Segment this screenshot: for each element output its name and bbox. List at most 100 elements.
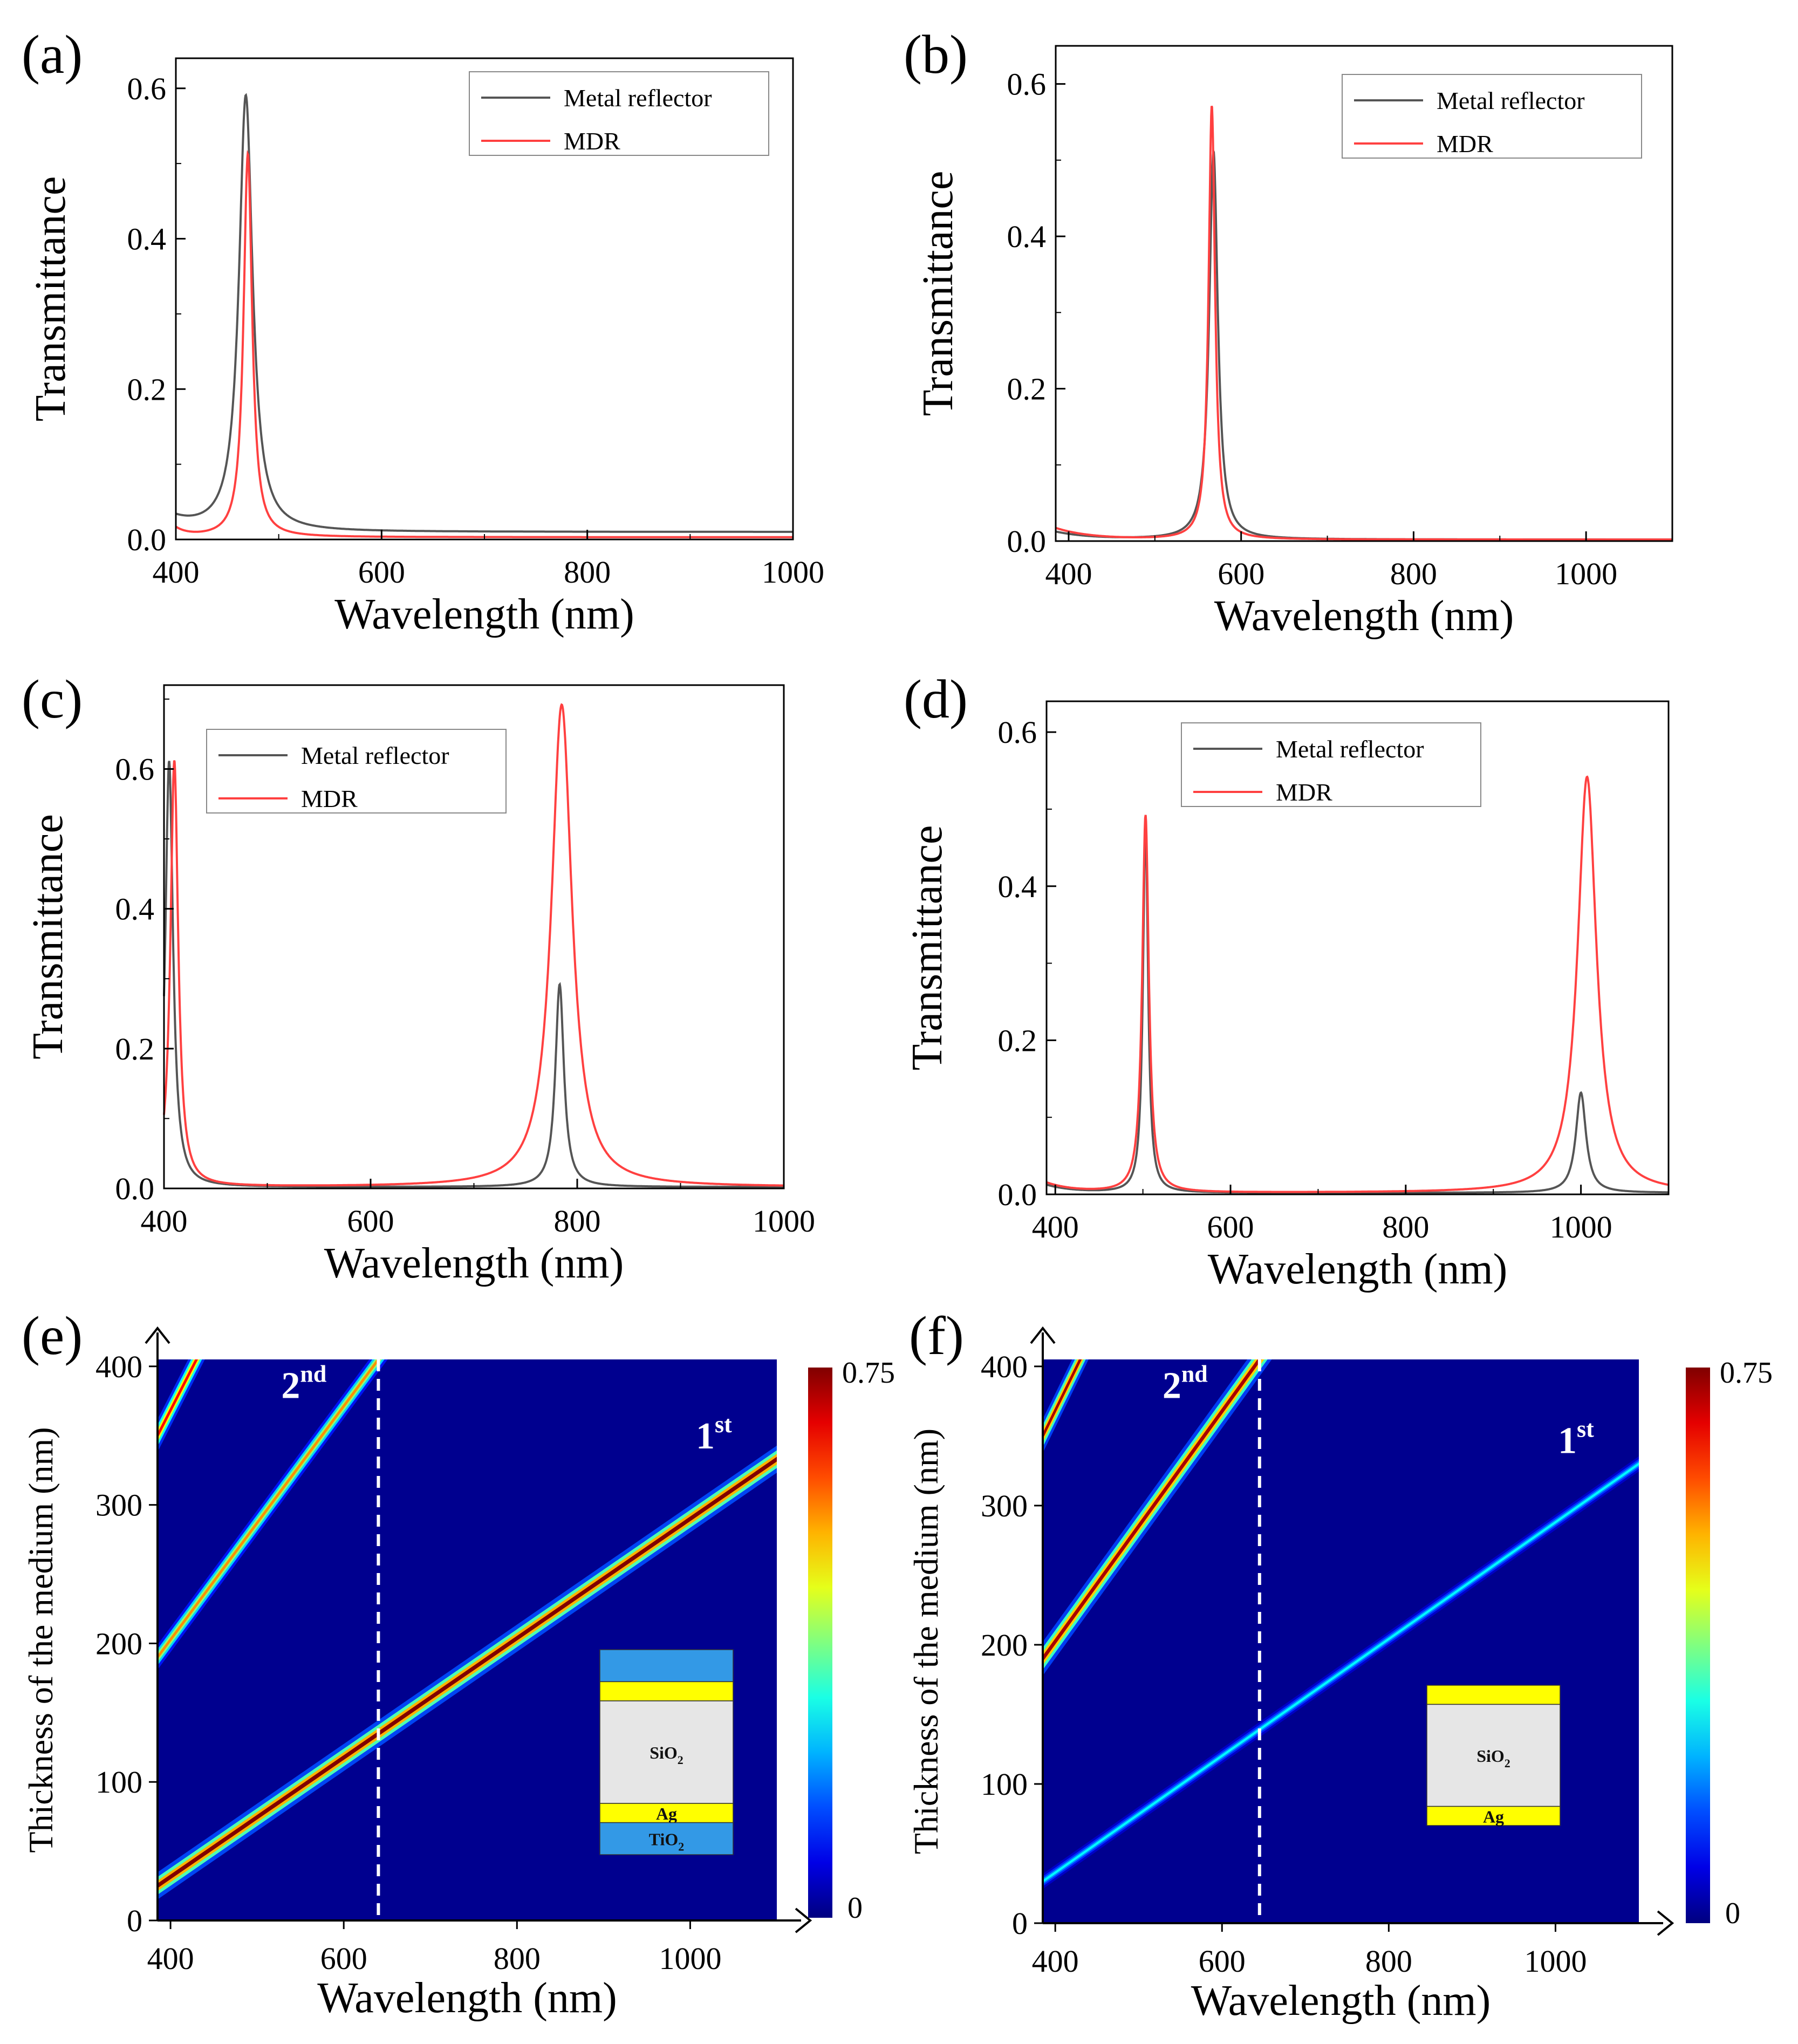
series-mdr-line: [1046, 775, 1669, 1193]
x-tick-label: 600: [347, 1204, 394, 1239]
layer-name: SiO: [650, 1743, 678, 1762]
x-axis-arrow-icon: [795, 1908, 812, 1933]
series-metal-reflector-line: [175, 93, 793, 533]
y-tick-label: 100: [981, 1767, 1028, 1802]
x-axis-label: Wavelength (nm): [1214, 592, 1514, 640]
legend-label: Metal reflector: [1276, 735, 1424, 763]
y-tick-label: 400: [95, 1349, 142, 1384]
y-axis-arrow-icon: [1030, 1326, 1056, 1344]
legend-label: Metal reflector: [564, 84, 712, 112]
legend: Metal reflector MDR: [206, 729, 507, 814]
y-axis-label: Transmittance: [904, 825, 951, 1071]
x-tick-label: 400: [141, 1204, 188, 1239]
mode-order: 2: [281, 1365, 300, 1406]
heatmap-modes: [1043, 1359, 1639, 1889]
mode-1-label: 1st: [696, 1411, 732, 1457]
series-metal-reflector-line: [163, 761, 784, 1188]
layer-sio2: [599, 1700, 734, 1804]
x-tick-label: 600: [320, 1941, 367, 1976]
y-tick-label: 0.6: [127, 71, 167, 106]
mode-2-band: [158, 1359, 380, 1660]
x-tick-label: 600: [358, 555, 405, 590]
panel-label: (e): [22, 1305, 83, 1366]
layer-label: Ag: [656, 1804, 677, 1823]
mode-2-band: [1043, 1359, 1262, 1662]
x-tick-label: 600: [1218, 556, 1264, 591]
y-tick-label: 0.2: [998, 1023, 1037, 1058]
x-tick-label: 600: [1207, 1209, 1254, 1245]
x-tick-label: 800: [1382, 1209, 1429, 1245]
x-tick-label: 400: [1045, 556, 1092, 591]
legend-label: Metal reflector: [1437, 87, 1585, 114]
panel-d: (d) 400 600 800 1000 0.0 0.2 0.4 0.6 Wavelength (…: [904, 669, 1670, 1293]
y-tick-label: 0.0: [998, 1177, 1037, 1212]
mode-2-label: 2nd: [1163, 1361, 1208, 1407]
panel-label: (b): [904, 24, 968, 85]
x-tick-label: 400: [1032, 1944, 1079, 1979]
x-axis-label: Wavelength (nm): [1208, 1246, 1508, 1293]
layer-subscript: 2: [678, 1840, 684, 1853]
y-tick-label: 400: [981, 1349, 1028, 1384]
layer-label: SiO2: [650, 1743, 683, 1767]
legend-label: MDR: [301, 785, 358, 812]
x-tick-label: 800: [564, 555, 611, 590]
x-tick-label: 400: [1032, 1209, 1079, 1245]
mode-order: 1: [696, 1416, 715, 1457]
x-tick-label: 800: [494, 1941, 541, 1976]
mode-suffix: nd: [1181, 1361, 1208, 1387]
y-tick-label: 0.4: [127, 222, 167, 257]
y-tick-label: 0.4: [1007, 219, 1047, 254]
colorbar-min-label: 0: [1725, 1897, 1740, 1930]
legend: Metal reflector MDR: [1342, 74, 1642, 159]
layer-label: TiO2: [649, 1829, 685, 1853]
heatmap-background: [1043, 1359, 1639, 1923]
mode-order: 2: [1163, 1365, 1181, 1407]
y-axis-label: Thickness of the medium (nm): [22, 1427, 60, 1852]
y-tick-label: 0.2: [1007, 372, 1047, 407]
y-tick-label: 100: [95, 1765, 142, 1800]
mode-suffix: st: [715, 1411, 732, 1438]
y-tick-label: 200: [981, 1628, 1028, 1663]
panel-label: (c): [22, 669, 83, 730]
y-tick-label: 0.0: [115, 1171, 155, 1206]
x-tick-label: 1000: [762, 555, 824, 590]
panel-b: (b) 400 600 800 1000 0.0 0.2 0.4 0.6 Wavelength (…: [904, 24, 1673, 640]
layer-ag: [599, 1681, 734, 1701]
x-axis-arrow-icon: [1657, 1910, 1674, 1936]
panel-c: (c) 400 600 800 1000 0.0 0.2 0.4 0.6 Wavelength (…: [22, 669, 815, 1287]
y-tick-label: 0.6: [115, 752, 155, 787]
y-axis-label: Transmittance: [24, 814, 72, 1059]
legend: Metal reflector MDR: [1181, 722, 1481, 807]
legend: Metal reflector MDR: [469, 71, 769, 156]
layer-name: SiO: [1476, 1746, 1505, 1766]
x-axis-label: Wavelength (nm): [317, 1974, 617, 2022]
colorbar: [1686, 1368, 1710, 1923]
layer-name: TiO: [649, 1829, 679, 1849]
x-tick-label: 800: [554, 1204, 601, 1239]
mode-1-band: [158, 1457, 777, 1889]
layer-subscript: 2: [678, 1753, 683, 1767]
layer-label: Ag: [1483, 1807, 1504, 1826]
legend-label: MDR: [1276, 778, 1332, 806]
y-tick-label: 300: [95, 1488, 142, 1523]
panel-a: (a) 400 600 800 1000 0.0 0.2 0.4 0.6 Wavelength (…: [22, 24, 824, 638]
layer-stack: SiO2 Ag: [1426, 1685, 1561, 1826]
series-metal-reflector-line: [1055, 147, 1672, 541]
y-tick-label: 0: [1012, 1906, 1028, 1941]
y-tick-label: 0.2: [127, 372, 167, 407]
x-axis-label: Wavelength (nm): [334, 591, 634, 638]
y-tick-label: 200: [95, 1626, 142, 1661]
mode-3-band: [158, 1359, 198, 1439]
y-axis-label: Transmittance: [914, 171, 962, 416]
legend-label: MDR: [1437, 130, 1493, 158]
mode-3-band: [1043, 1359, 1082, 1439]
colorbar: [808, 1368, 832, 1918]
x-tick-label: 1000: [1550, 1209, 1612, 1245]
mode-suffix: nd: [300, 1361, 326, 1387]
layer-name: Ag: [656, 1804, 677, 1823]
layer-tio2: [599, 1822, 734, 1855]
y-tick-label: 0.6: [998, 715, 1037, 750]
